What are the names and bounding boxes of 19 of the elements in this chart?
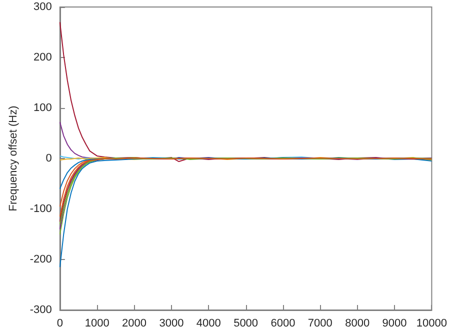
x-tick-label: 4000 bbox=[196, 318, 221, 329]
x-tick-label: 6000 bbox=[270, 318, 296, 329]
x-tick-label: 2000 bbox=[122, 318, 147, 329]
y-tick-label: -200 bbox=[30, 254, 52, 266]
y-tick-label: 300 bbox=[34, 1, 52, 13]
x-tick-label: 10000 bbox=[416, 318, 448, 329]
y-axis-title: Frequency offset (Hz) bbox=[8, 106, 20, 212]
y-tick-label: -100 bbox=[30, 203, 52, 215]
x-tick-label: 9000 bbox=[382, 318, 407, 329]
x-tick-label: 3000 bbox=[159, 318, 184, 329]
y-tick-label: 100 bbox=[34, 102, 52, 114]
y-tick-label: -300 bbox=[30, 304, 52, 316]
x-tick-label: 5000 bbox=[234, 318, 258, 329]
x-tick-label: 0 bbox=[56, 318, 63, 329]
x-tick-label: 7000 bbox=[308, 318, 332, 329]
y-tick-label: 200 bbox=[34, 52, 52, 64]
y-tick-label: 0 bbox=[46, 152, 52, 164]
x-tick-label: 1000 bbox=[84, 318, 110, 329]
x-tick-label: 8000 bbox=[345, 318, 370, 329]
